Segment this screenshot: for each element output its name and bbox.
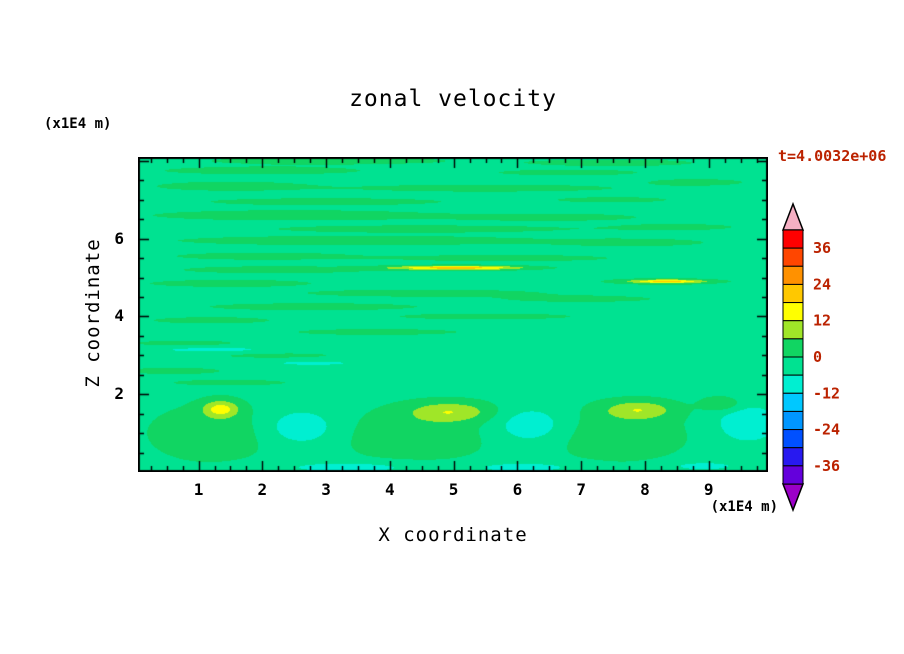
- x-tick-label: 4: [385, 480, 395, 499]
- colorbar-segment: [782, 374, 804, 394]
- colorbar-segment: [782, 320, 804, 340]
- y-tick-label: 2: [114, 384, 124, 404]
- colorbar-segment: [782, 392, 804, 412]
- colorbar-label: -24: [813, 421, 840, 439]
- x-tick-label: 6: [512, 480, 523, 499]
- x-tick-label: 3: [321, 480, 331, 499]
- colorbar-segment: [782, 302, 804, 322]
- colorbar-label: 0: [813, 348, 822, 366]
- x-tick-label: 5: [448, 480, 459, 499]
- contour-plot-canvas: [138, 157, 768, 472]
- colorbar-segment: [782, 229, 804, 249]
- colorbar-segment: [782, 338, 804, 358]
- colorbar-label: 12: [813, 312, 831, 330]
- colorbar-label: 36: [813, 239, 831, 257]
- x-tick-label: 1: [193, 480, 204, 499]
- colorbar-segment: [782, 283, 804, 304]
- x-tick-label: 8: [640, 480, 650, 499]
- x-tick-label: 2: [257, 480, 268, 499]
- y-tick-label: 4: [114, 306, 124, 326]
- colorbar-segment: [782, 429, 804, 449]
- chart-title: zonal velocity: [349, 86, 557, 112]
- colorbar-label: -36: [813, 457, 840, 475]
- colorbar-under-arrow: [781, 483, 805, 513]
- colorbar-segment: [782, 356, 804, 376]
- colorbar: 36 24 12 0 -12 -24 -36: [781, 201, 840, 513]
- colorbar-label: -12: [813, 384, 840, 402]
- y-tick-label: 6: [114, 228, 124, 248]
- colorbar-label: 24: [813, 275, 831, 293]
- x-axis-title: X coordinate: [378, 524, 528, 546]
- x-axis-unit-label: (x1E4 m): [710, 499, 778, 515]
- colorbar-segment: [782, 247, 804, 267]
- time-annotation: t=4.0032e+06: [778, 147, 887, 165]
- colorbar-segment: [782, 447, 804, 467]
- colorbar-over-arrow: [781, 201, 805, 231]
- x-tick-label: 9: [703, 480, 714, 499]
- x-tick-label: 7: [576, 480, 586, 499]
- colorbar-segment: [782, 265, 804, 285]
- y-axis-unit-label: (x1E4 m): [44, 116, 112, 132]
- colorbar-segment: [782, 465, 804, 485]
- colorbar-segment: [782, 410, 804, 431]
